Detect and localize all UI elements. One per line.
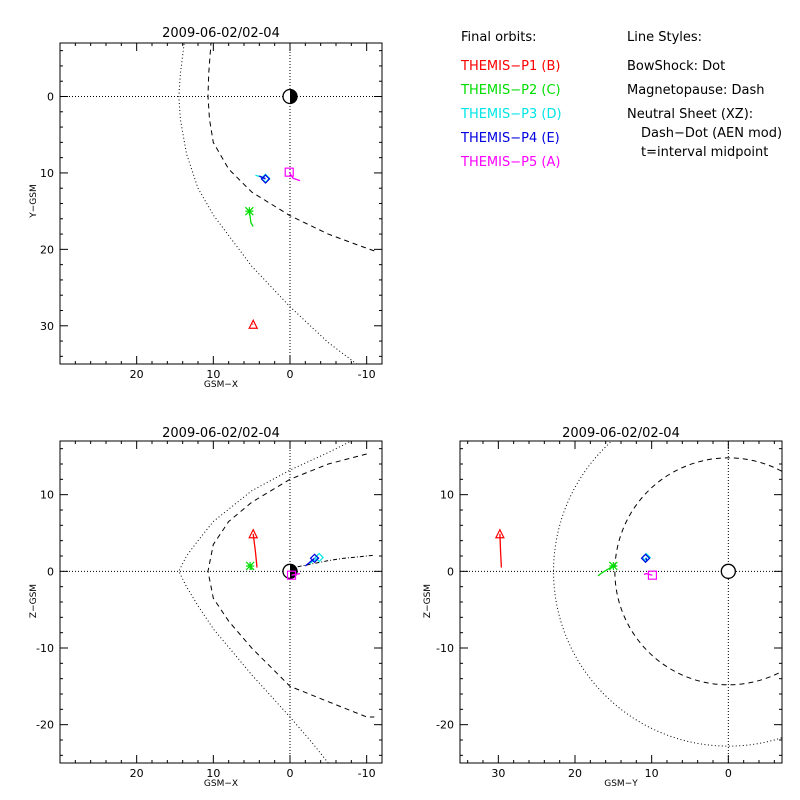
y-tick-label: -10: [36, 642, 54, 655]
y-tick-label: 20: [40, 243, 54, 256]
legend: Final orbits: THEMIS−P1 (B) THEMIS−P2 (C…: [460, 30, 782, 170]
panel-xy-ylabel: Y−GSM: [29, 184, 39, 219]
y-tick-label: 0: [47, 91, 54, 104]
plot-frame: [459, 440, 783, 764]
y-tick-label: 0: [47, 565, 54, 578]
x-tick-label: 10: [206, 767, 220, 780]
legend-orbit-p5: THEMIS−P5 (A): [460, 155, 560, 170]
bow-shock-curve: [178, 441, 353, 763]
spacecraft-marker-triangle: [494, 528, 505, 539]
y-tick-label: 10: [40, 167, 54, 180]
spacecraft-p4: [259, 174, 271, 184]
spacecraft-p5: [643, 570, 658, 580]
x-tick-label: 20: [130, 368, 144, 381]
spacecraft-p2: [244, 206, 254, 227]
spacecraft-track: [643, 572, 653, 576]
plot-frame: [59, 42, 383, 365]
panel-xy-title: 2009-06-02/02-04: [162, 26, 280, 41]
x-tick-label: 10: [206, 368, 220, 381]
x-tick-label: 0: [287, 368, 294, 381]
magnetopause-curve: [207, 43, 375, 252]
x-tick-label: 20: [130, 767, 144, 780]
y-tick-label: 10: [40, 489, 54, 502]
legend-orbit-p1: THEMIS−P1 (B): [460, 59, 560, 74]
legend-orbits-heading: Final orbits:: [461, 30, 537, 45]
panel-xz-xlabel: GSM−X: [204, 779, 238, 789]
spacecraft-marker-square: [284, 167, 294, 177]
panel-yz: 2009-06-02/02-04 GSM−Y Z−GSM 30 20 10 0 10 0 -…: [423, 426, 783, 789]
y-tick-label: -20: [36, 719, 54, 732]
panel-yz-ylabel: Z−GSM: [423, 584, 433, 618]
legend-style-neutral-sheet: Neutral Sheet (XZ):: [627, 107, 753, 122]
spacecraft-p1: [248, 318, 259, 329]
panel-xz-plot: 20 10 0 -10 10 0 -10 -20: [36, 440, 383, 780]
spacecraft-track: [288, 171, 301, 182]
plot-area: [60, 43, 382, 364]
legend-style-magnetopause: Magnetopause: Dash: [627, 83, 764, 98]
spacecraft-marker-asterisk: [608, 561, 618, 571]
legend-orbit-p2: THEMIS−P2 (C): [460, 83, 561, 98]
spacecraft-p2: [597, 561, 618, 577]
magnetopause-circle: [614, 457, 782, 686]
spacecraft-track: [308, 556, 320, 565]
legend-style-midpoint: t=interval midpoint: [641, 145, 768, 160]
panel-xz-title: 2009-06-02/02-04: [162, 426, 280, 441]
magnetopause-curve: [207, 453, 375, 718]
neutral-sheet-curve: [297, 554, 375, 568]
legend-orbit-p4: THEMIS−P4 (E): [460, 131, 560, 146]
x-tick-label: 30: [491, 767, 505, 780]
spacecraft-marker-triangle: [248, 528, 259, 539]
spacecraft-p4: [640, 553, 651, 564]
spacecraft-marker-asterisk: [245, 561, 255, 571]
spacecraft-track: [304, 557, 315, 567]
spacecraft-marker-diamond: [309, 553, 320, 564]
x-tick-label: 0: [287, 767, 294, 780]
plot-area: [460, 441, 782, 763]
legend-orbit-p3: THEMIS−P3 (D): [460, 107, 562, 122]
panel-xz-ylabel: Z−GSM: [29, 584, 39, 618]
panel-yz-title: 2009-06-02/02-04: [562, 426, 680, 441]
legend-styles-heading: Line Styles:: [627, 30, 702, 45]
spacecraft-p1: [494, 528, 505, 568]
spacecraft-marker-diamond: [640, 553, 651, 564]
panel-xy-xlabel: GSM−X: [204, 380, 238, 390]
legend-style-bowshock: BowShock: Dot: [627, 59, 725, 74]
earth-icon: [720, 563, 736, 579]
spacecraft-marker-asterisk: [244, 206, 254, 216]
x-tick-label: 10: [645, 767, 659, 780]
spacecraft-p5: [284, 167, 301, 182]
panel-xy-plot: 20 10 0 -10 0 10 20 30: [40, 42, 383, 381]
x-tick-label: 0: [725, 767, 732, 780]
spacecraft-marker-triangle: [248, 318, 259, 329]
spacecraft-track: [499, 533, 503, 568]
spacecraft-marker-diamond: [260, 174, 271, 184]
spacecraft-p4: [304, 553, 320, 567]
spacecraft-marker-square: [647, 570, 658, 580]
spacecraft-p2: [245, 561, 255, 571]
earth-night-side: [290, 89, 297, 104]
plot-area: [60, 441, 382, 763]
spacecraft-p1: [248, 528, 259, 568]
bow-shock-curve: [178, 43, 358, 364]
spacecraft-marker-square: [286, 570, 297, 580]
y-tick-label: 30: [40, 320, 54, 333]
y-tick-label: 10: [440, 489, 454, 502]
spacecraft-p5: [286, 570, 301, 580]
x-tick-label: -10: [358, 368, 376, 381]
panel-yz-xlabel: GSM−Y: [604, 779, 638, 789]
spacecraft-track: [252, 533, 258, 568]
panel-xy: 2009-06-02/02-04 GSM−X Y−GSM 20 10 0 -10 0 10…: [29, 26, 383, 390]
panel-yz-plot: 30 20 10 0 10 0 -10 -20: [436, 440, 783, 780]
legend-style-dashdot: Dash−Dot (AEN mod): [641, 126, 782, 141]
plot-frame: [59, 440, 383, 764]
y-tick-label: 0: [447, 565, 454, 578]
x-tick-label: -10: [358, 767, 376, 780]
y-tick-label: -10: [436, 642, 454, 655]
spacecraft-track: [597, 565, 614, 577]
x-tick-label: 20: [568, 767, 582, 780]
y-tick-label: -20: [436, 719, 454, 732]
panel-xz: 2009-06-02/02-04 GSM−X Z−GSM 20 10 0 -10 10 0…: [29, 426, 383, 789]
